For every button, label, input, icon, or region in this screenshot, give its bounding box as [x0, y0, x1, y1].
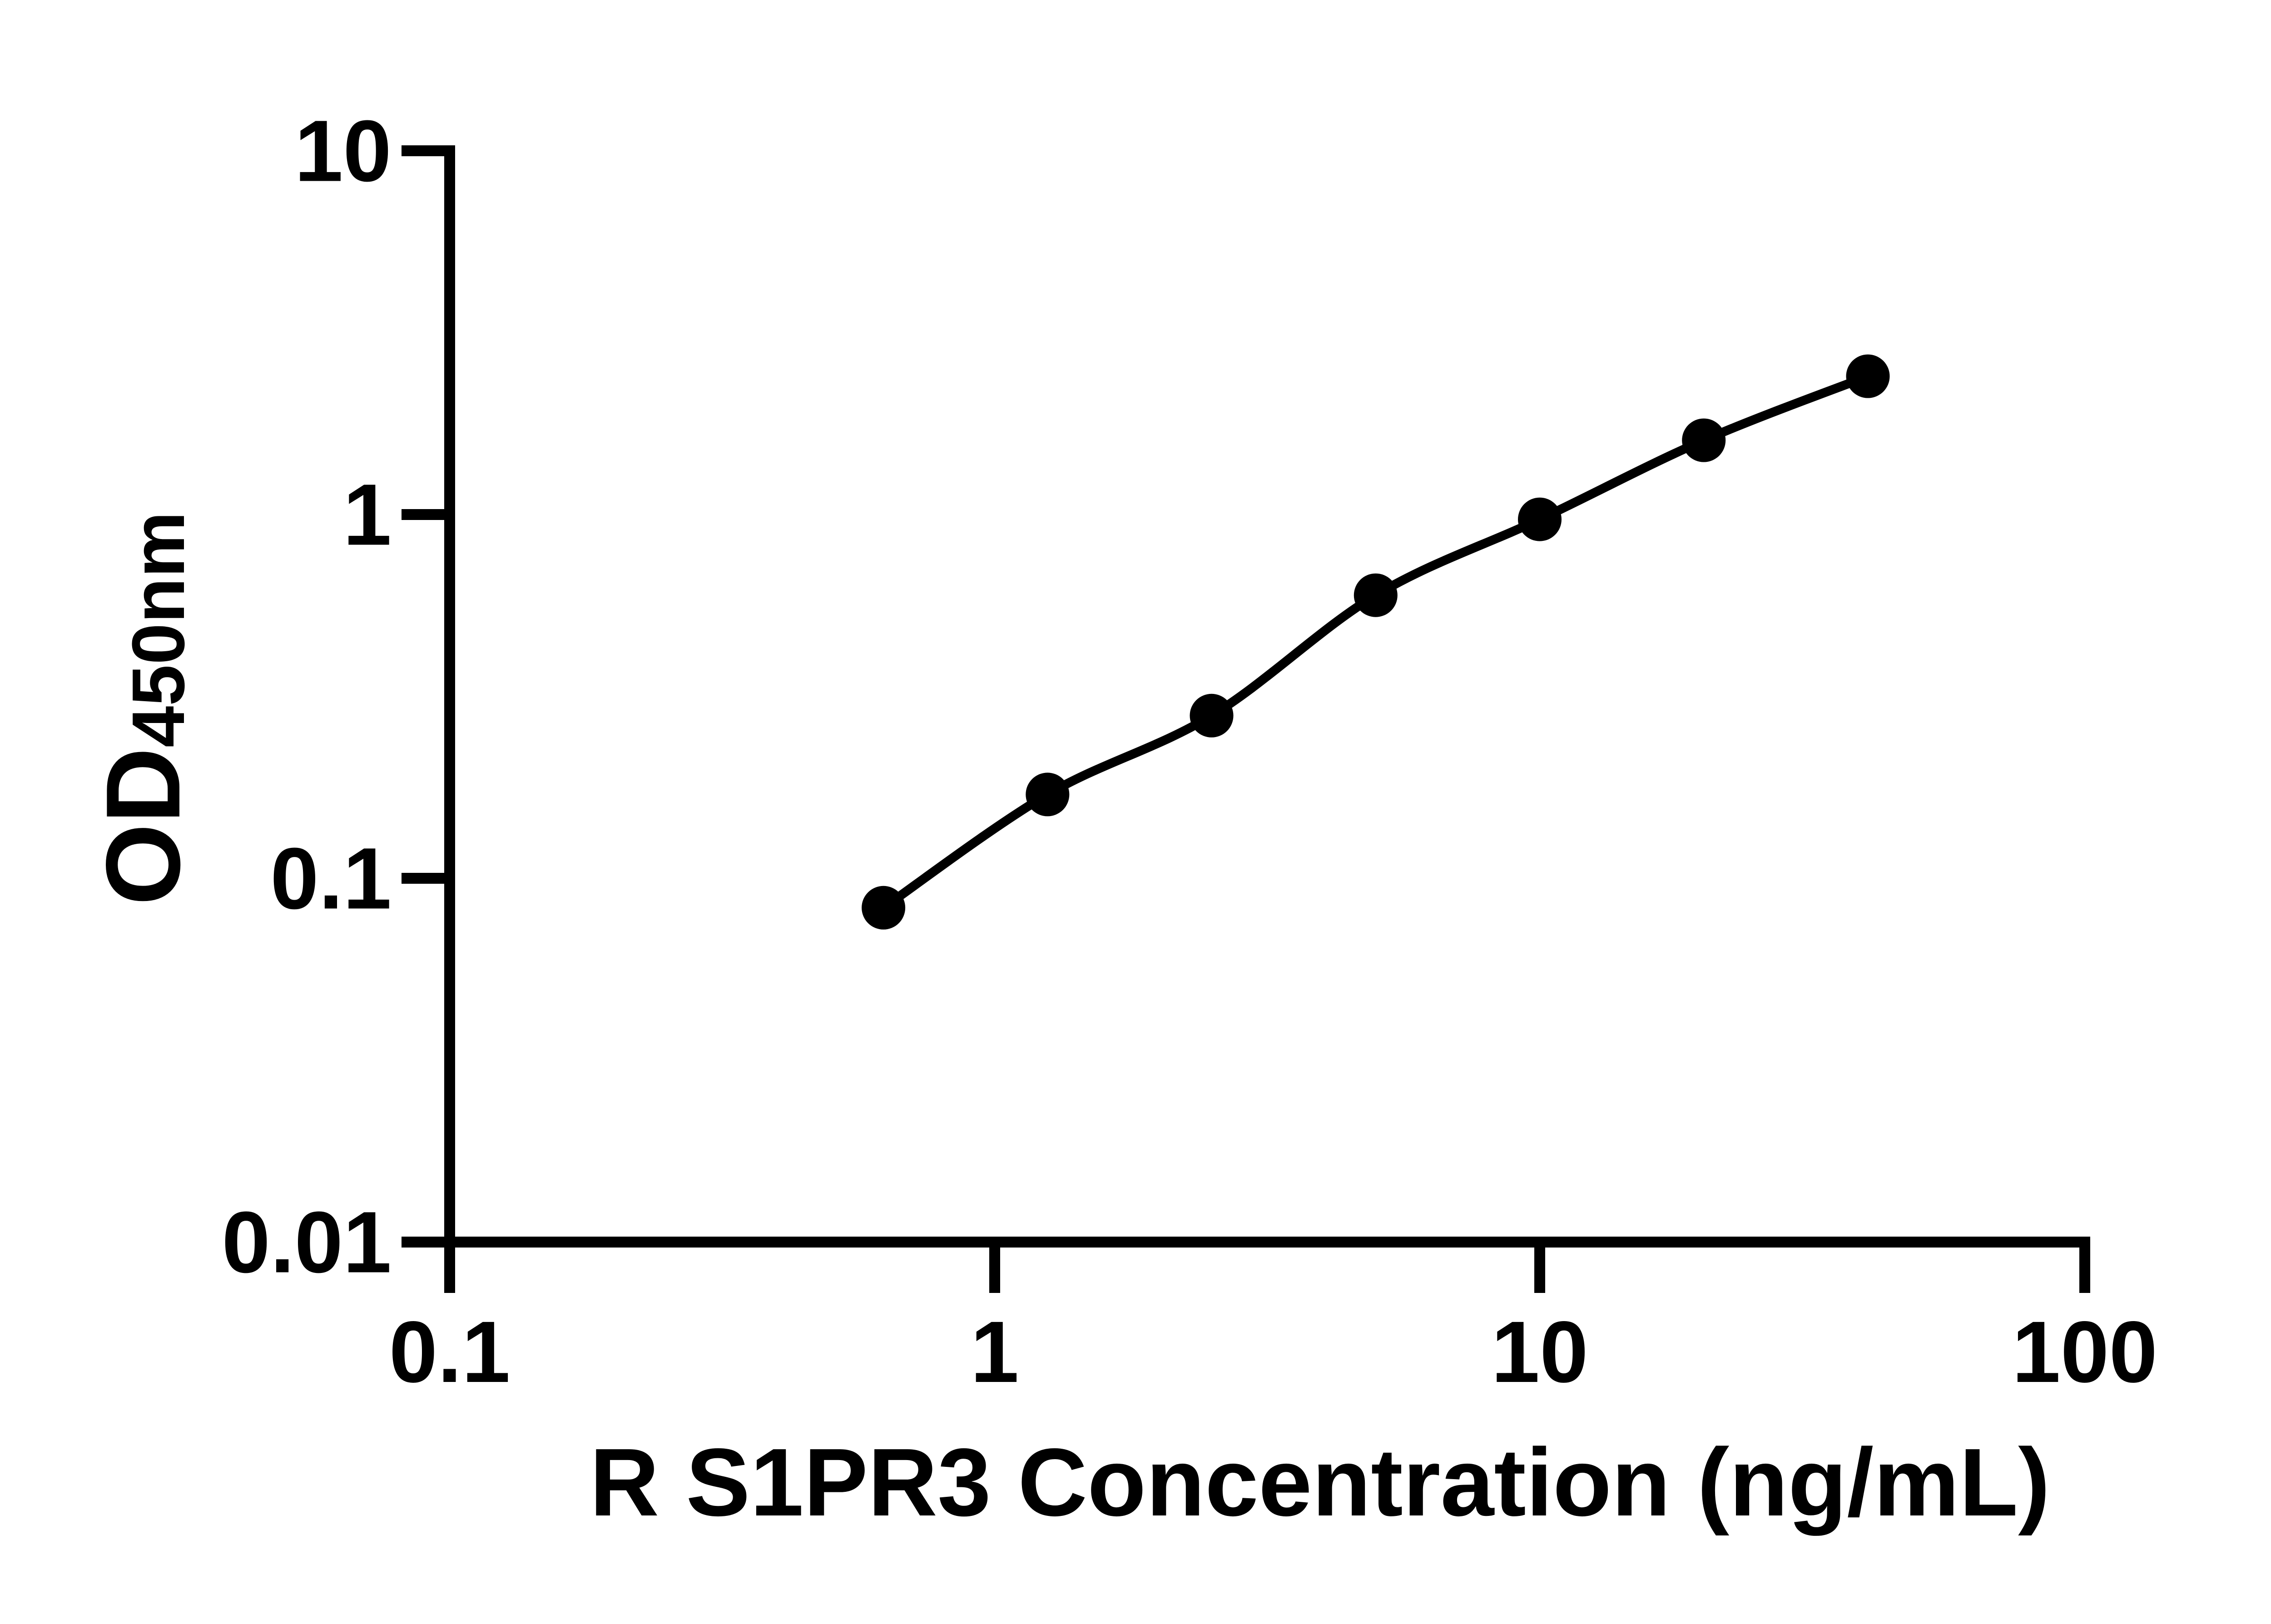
y-tick-label-0p1: 0.1	[270, 830, 392, 927]
data-point	[1846, 354, 1890, 398]
data-point	[1518, 497, 1562, 541]
data-point	[1354, 573, 1398, 617]
x-axis-title: R S1PR3 Concentration (ng/mL)	[590, 1428, 2050, 1536]
data-point	[1190, 693, 1234, 738]
y-tick-label-10: 10	[294, 102, 392, 200]
data-point	[1026, 772, 1070, 817]
data-series	[862, 354, 1890, 930]
x-tick-label-0p1: 0.1	[389, 1303, 511, 1401]
x-tick-label-100: 100	[2012, 1303, 2157, 1401]
data-point	[862, 886, 906, 930]
y-tick-label-0p01: 0.01	[222, 1193, 392, 1291]
y-axis-title-subscript: 450nm	[117, 511, 200, 748]
y-tick-label-1: 1	[343, 466, 392, 564]
x-tick-labels: 0.1 1 10 100	[389, 1303, 2158, 1401]
x-tick-label-1: 1	[971, 1303, 1019, 1401]
y-axis-title: OD450nm	[84, 511, 202, 906]
axes	[402, 145, 2090, 1293]
data-point	[1682, 418, 1726, 462]
y-axis-title-main: OD	[84, 748, 202, 906]
y-tick-labels: 10 1 0.1 0.01	[222, 102, 392, 1291]
x-tick-label-10: 10	[1491, 1303, 1588, 1401]
